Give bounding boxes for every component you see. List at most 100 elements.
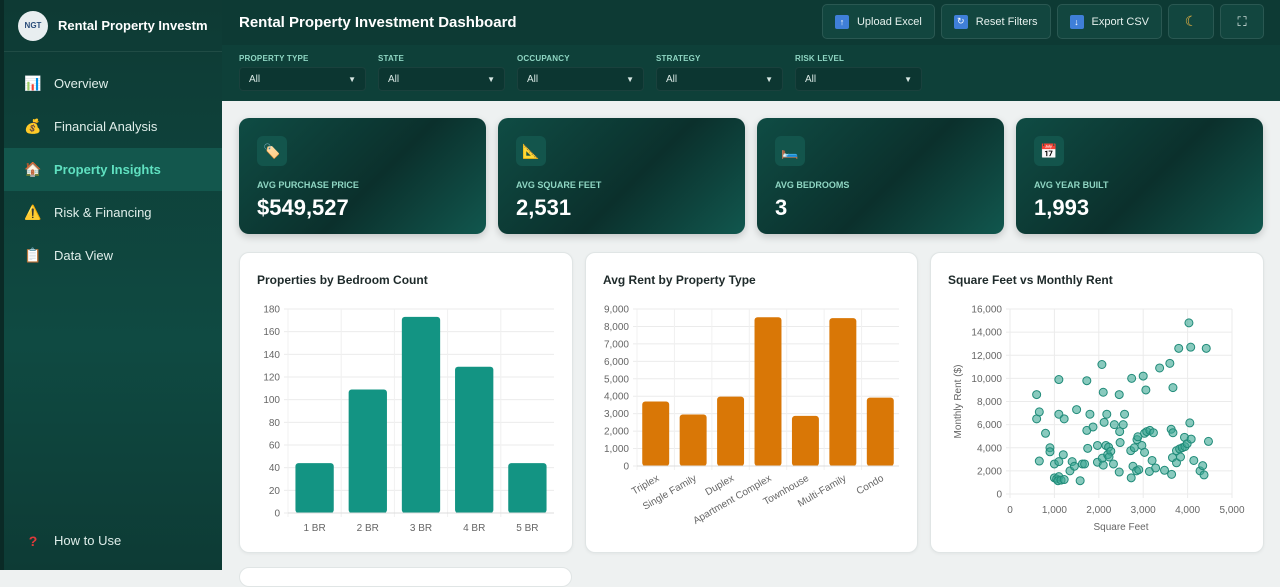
x-tick-label: 3 BR — [410, 523, 432, 534]
scatter-point — [1072, 405, 1082, 415]
scatter-point — [1059, 475, 1069, 485]
sidebar-item-data-view[interactable]: 📋 Data View — [4, 234, 222, 277]
y-tick-label: 16,000 — [971, 305, 1002, 316]
fullscreen-button[interactable]: ⛶ — [1220, 4, 1264, 39]
bar — [401, 316, 441, 513]
scatter-point — [1097, 360, 1107, 369]
moon-icon: ☾ — [1184, 13, 1198, 29]
scatter-point — [1082, 376, 1092, 386]
kpi-avg-square-feet: 📐 AVG SQUARE FEET 2,531 — [498, 118, 745, 234]
property-type-select[interactable]: All ▼ — [239, 67, 366, 91]
filter-label: STRATEGY — [656, 54, 701, 63]
select-value: All — [527, 73, 539, 85]
sidebar-item-property-insights[interactable]: 🏠 Property Insights — [4, 148, 222, 191]
risk-level-select[interactable]: All ▼ — [795, 67, 922, 91]
y-tick-label: 3,000 — [604, 409, 629, 420]
scatter-point — [1104, 452, 1114, 462]
y-tick-label: 14,000 — [971, 328, 1002, 339]
kpi-value: 2,531 — [516, 195, 572, 220]
state-select[interactable]: All ▼ — [378, 67, 505, 91]
chevron-down-icon: ▼ — [904, 74, 912, 84]
x-tick-label: 4,000 — [1175, 505, 1200, 516]
reset-filters-button[interactable]: ↻ Reset Filters — [940, 4, 1051, 39]
scatter-point — [1138, 371, 1148, 381]
header: Rental Property Investment Dashboard ↑ Up… — [222, 0, 1280, 45]
sidebar-item-how-to-use[interactable]: ? How to Use — [4, 519, 222, 562]
scatter-point — [1134, 465, 1144, 475]
bar — [679, 414, 707, 466]
bar — [455, 366, 494, 513]
scatter-point — [1168, 383, 1178, 393]
scatter-point — [1165, 358, 1175, 368]
scatter-point — [1201, 343, 1211, 353]
scatter-point — [1167, 469, 1177, 479]
scatter-point — [1114, 390, 1124, 400]
kpi-label: AVG PURCHASE PRICE — [257, 180, 359, 190]
scatter-point — [1099, 417, 1109, 427]
upload-icon: ↑ — [834, 14, 849, 29]
x-tick-label: 3,000 — [1131, 505, 1156, 516]
chart-title: Avg Rent by Property Type — [603, 273, 756, 287]
x-tick-label: 0 — [1007, 505, 1013, 516]
scatter-point — [1141, 385, 1151, 395]
sidebar-item-overview[interactable]: 📊 Overview — [4, 62, 222, 105]
upload-excel-button[interactable]: ↑ Upload Excel — [821, 4, 935, 39]
scatter-point — [1045, 447, 1055, 457]
dark-mode-toggle[interactable]: ☾ — [1168, 4, 1214, 39]
y-tick-label: 6,000 — [977, 420, 1002, 431]
bar — [866, 397, 894, 466]
scatter-point — [1059, 414, 1069, 424]
filter-risk-level: RISK LEVEL All ▼ — [795, 54, 922, 101]
kpi-value: 3 — [775, 195, 788, 220]
filter-occupancy: OCCUPANCY All ▼ — [517, 54, 644, 101]
filter-label: STATE — [378, 54, 405, 63]
y-tick-label: 10,000 — [971, 374, 1002, 385]
scatter-point — [1109, 420, 1119, 430]
scatter-point — [1041, 428, 1051, 438]
fullscreen-icon: ⛶ — [1237, 13, 1247, 29]
scatter-point — [1140, 447, 1150, 457]
y-tick-label: 80 — [269, 418, 281, 429]
download-icon: ↓ — [1069, 14, 1084, 29]
x-tick-label: 2,000 — [1086, 505, 1111, 516]
y-tick-label: 180 — [263, 305, 280, 316]
export-csv-button[interactable]: ↓ Export CSV — [1056, 4, 1162, 39]
bedroom-count-chart-card: Properties by Bedroom Count 0 20 40 60 80 100… — [239, 252, 573, 553]
kpi-value: $549,527 — [257, 195, 349, 220]
strategy-select[interactable]: All ▼ — [656, 67, 783, 91]
brand[interactable]: NGT Rental Property Investment Dashboard — [4, 0, 222, 52]
calendar-icon: 📅 — [1034, 136, 1064, 166]
scatter-point — [1085, 409, 1095, 419]
chevron-down-icon: ▼ — [626, 74, 634, 84]
scatter-point — [1083, 443, 1093, 453]
triangle-ruler-icon: 📐 — [516, 136, 546, 166]
scatter-point — [1127, 373, 1137, 383]
scatter-point — [1032, 390, 1042, 400]
y-tick-label: 8,000 — [977, 397, 1002, 408]
y-tick-label: 2,000 — [977, 466, 1002, 477]
scatter-point — [1147, 455, 1157, 465]
x-tick-label: 5,000 — [1219, 505, 1244, 516]
y-axis-label: Monthly Rent ($) — [953, 365, 964, 439]
bar — [717, 396, 745, 466]
button-label: Reset Filters — [975, 15, 1038, 28]
rent-by-type-chart: 0 1,000 2,000 3,000 4,000 5,000 6,000 7,000 8,00… — [604, 305, 899, 527]
y-tick-label: 7,000 — [604, 339, 629, 350]
bar-chart-icon: 📊 — [24, 75, 42, 91]
sidebar-item-risk-financing[interactable]: ⚠️ Risk & Financing — [4, 191, 222, 234]
scatter-point — [1126, 473, 1136, 483]
filter-bar: PROPERTY TYPE All ▼ STATE All ▼ OCCUPANCY All… — [222, 45, 1280, 101]
y-tick-label: 20 — [269, 486, 281, 497]
scatter-point — [1108, 459, 1118, 469]
brand-title: Rental Property Investment Dashboard — [58, 18, 208, 33]
x-tick-label: 1,000 — [1042, 505, 1067, 516]
sidebar-item-label: Risk & Financing — [54, 205, 152, 220]
next-card — [239, 567, 572, 587]
chevron-down-icon: ▼ — [487, 74, 495, 84]
scatter-point — [1148, 428, 1158, 438]
sidebar-item-label: Financial Analysis — [54, 119, 158, 134]
sidebar-item-financial-analysis[interactable]: 💰 Financial Analysis — [4, 105, 222, 148]
occupancy-select[interactable]: All ▼ — [517, 67, 644, 91]
bedroom-count-chart: 0 20 40 60 80 100 120 140 160 180 1 BR 2 BR 3 BR 4 BR… — [263, 305, 554, 534]
scatter-point — [1088, 422, 1098, 432]
